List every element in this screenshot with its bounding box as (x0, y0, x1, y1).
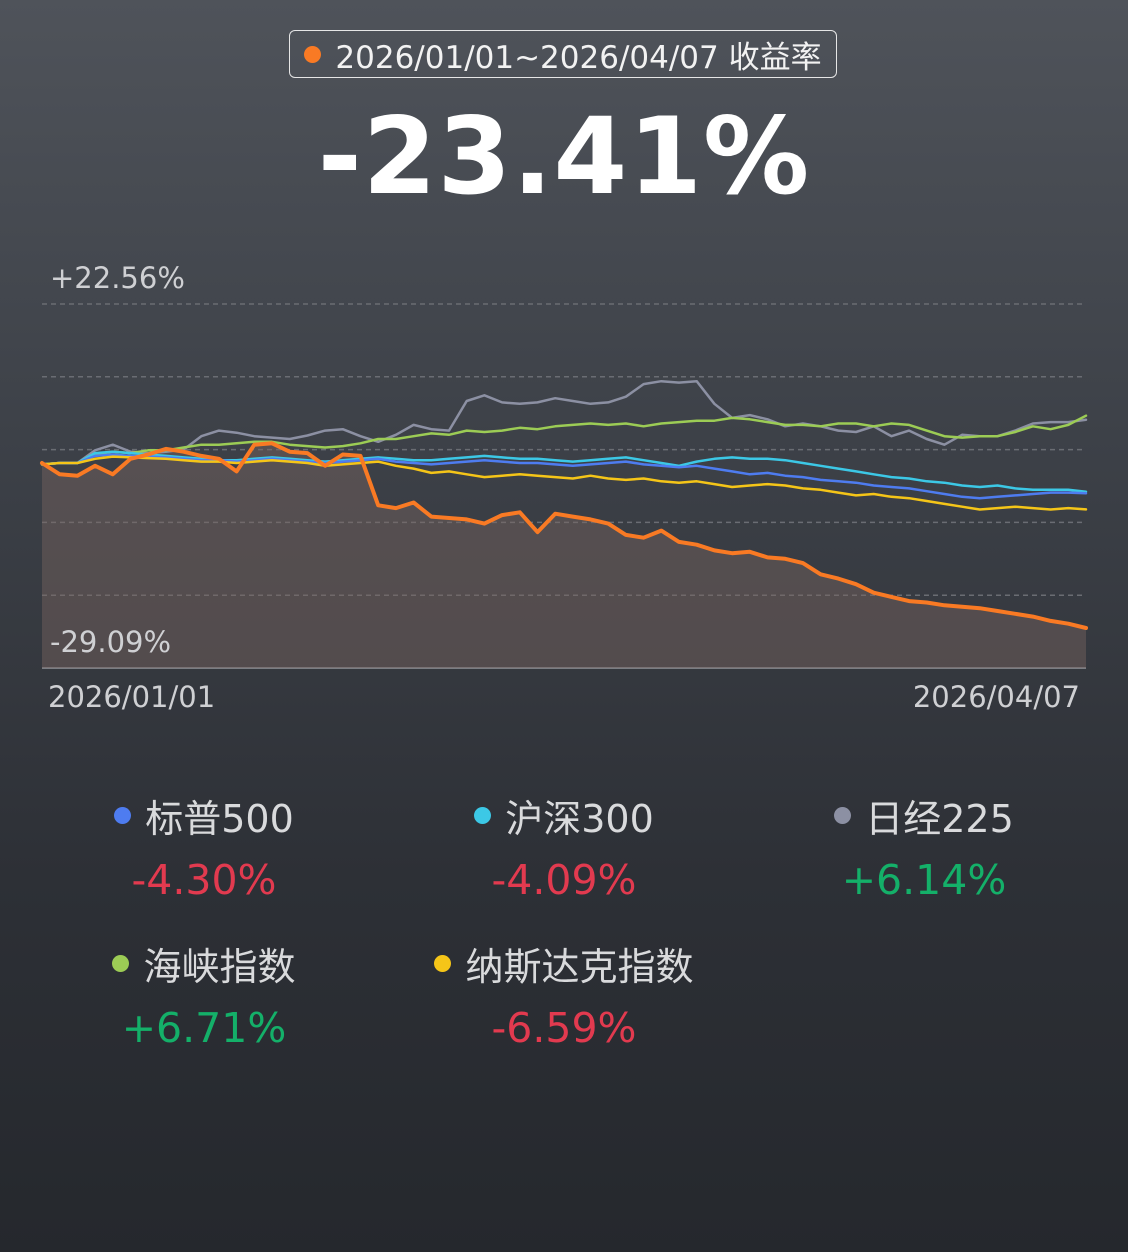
period-selector[interactable]: 2026/01/01~2026/04/07 收益率 (289, 30, 837, 78)
legend-value: -4.09% (491, 856, 637, 904)
chart-grid (42, 303, 1086, 669)
y-min-label: -29.09% (50, 625, 171, 659)
chart-area-layer (42, 443, 1086, 668)
legend-value: +6.14% (841, 856, 1007, 904)
legend-value: +6.71% (121, 1004, 287, 1052)
legend-item-nikkei225[interactable]: 日经225 +6.14% (744, 790, 1104, 904)
portfolio-area (42, 443, 1086, 668)
csi300-dot-icon (474, 806, 492, 824)
period-label: 2026/01/01~2026/04/07 收益率 (335, 39, 822, 76)
strait-index-dot-icon (112, 954, 130, 972)
series-line-0 (40, 379, 1088, 466)
legend-name: 沪深300 (505, 796, 654, 841)
x-start-label: 2026/01/01 (48, 680, 215, 714)
nikkei-dot-icon (834, 806, 852, 824)
sp500-dot-icon (114, 806, 132, 824)
legend-item-nasdaq[interactable]: 纳斯达克指数 -6.59% (384, 938, 744, 1052)
return-comparison-chart: +22.56% -29.09% 2026/01/01 2026/04/07 (40, 261, 1088, 714)
series-line-1 (40, 414, 1088, 466)
series-line-5 (40, 441, 1088, 630)
series-line-4 (40, 455, 1088, 511)
legend-name: 海峡指数 (143, 944, 296, 989)
legend-name: 纳斯达克指数 (465, 944, 694, 989)
legend-name: 日经225 (865, 796, 1014, 841)
legend-item-sp500[interactable]: 标普500 -4.30% (24, 790, 384, 904)
x-end-label: 2026/04/07 (913, 680, 1080, 714)
y-max-label: +22.56% (50, 261, 185, 295)
legend-value: -6.59% (491, 1004, 637, 1052)
total-return-value: -23.41% (317, 95, 811, 218)
benchmark-legend: 标普500 -4.30% 沪深300 -4.09% 日经225 +6.14% 海… (0, 790, 1128, 1090)
nasdaq-dot-icon (434, 954, 452, 972)
chart-lines (40, 379, 1088, 630)
legend-value: -4.30% (131, 856, 277, 904)
period-dot-icon (304, 45, 322, 63)
legend-item-strait-index[interactable]: 海峡指数 +6.71% (24, 938, 384, 1052)
legend-item-csi300[interactable]: 沪深300 -4.09% (384, 790, 744, 904)
legend-name: 标普500 (145, 796, 294, 841)
